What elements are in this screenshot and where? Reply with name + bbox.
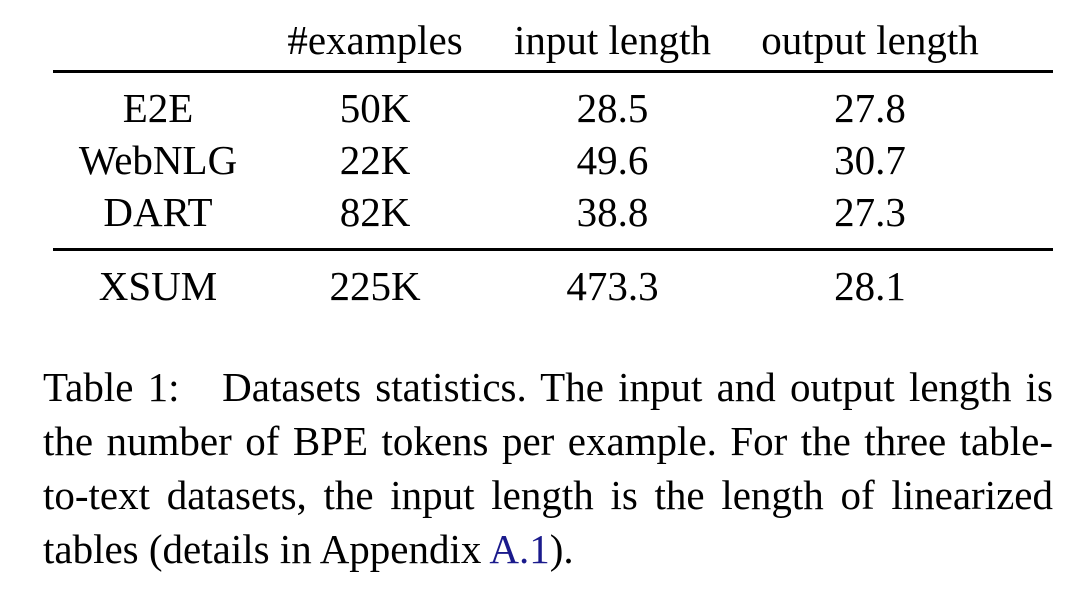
caption-tail: ). xyxy=(549,526,574,572)
cell-examples: 22K xyxy=(339,137,411,183)
cell-examples: 82K xyxy=(339,189,411,235)
cell-output-length: 27.8 xyxy=(834,85,906,131)
row-label: XSUM xyxy=(98,263,218,309)
table-caption: Table 1: Datasets statistics. The input … xyxy=(43,360,1053,576)
appendix-link[interactable]: A.1 xyxy=(489,526,550,572)
mid-rule xyxy=(53,248,1053,251)
table-row: E2E 50K 28.5 27.8 xyxy=(0,82,1092,134)
header-cell-input-length: input length xyxy=(513,17,711,63)
cell-input-length: 49.6 xyxy=(576,137,649,183)
header-cell-examples: #examples xyxy=(287,17,463,63)
row-label: E2E xyxy=(122,85,194,131)
table-row: XSUM 225K 473.3 28.1 xyxy=(0,260,1092,312)
caption-text: Datasets statistics. The input and outpu… xyxy=(43,364,1053,572)
cell-examples: 225K xyxy=(329,263,421,309)
table-header-row: #examples input length output length xyxy=(0,14,1092,66)
top-rule xyxy=(53,70,1053,73)
cell-output-length: 30.7 xyxy=(834,137,906,183)
cell-examples: 50K xyxy=(339,85,411,131)
cell-output-length: 27.3 xyxy=(834,189,906,235)
cell-input-length: 38.8 xyxy=(576,189,649,235)
row-label: WebNLG xyxy=(78,137,238,183)
table-row: WebNLG 22K 49.6 30.7 xyxy=(0,134,1092,186)
row-label: DART xyxy=(103,189,213,235)
cell-output-length: 28.1 xyxy=(834,263,906,309)
table-row: DART 82K 38.8 27.3 xyxy=(0,186,1092,238)
header-cell-output-length: output length xyxy=(761,17,979,63)
caption-label: Table 1: xyxy=(43,364,180,410)
cell-input-length: 28.5 xyxy=(576,85,649,131)
cell-input-length: 473.3 xyxy=(566,263,659,309)
